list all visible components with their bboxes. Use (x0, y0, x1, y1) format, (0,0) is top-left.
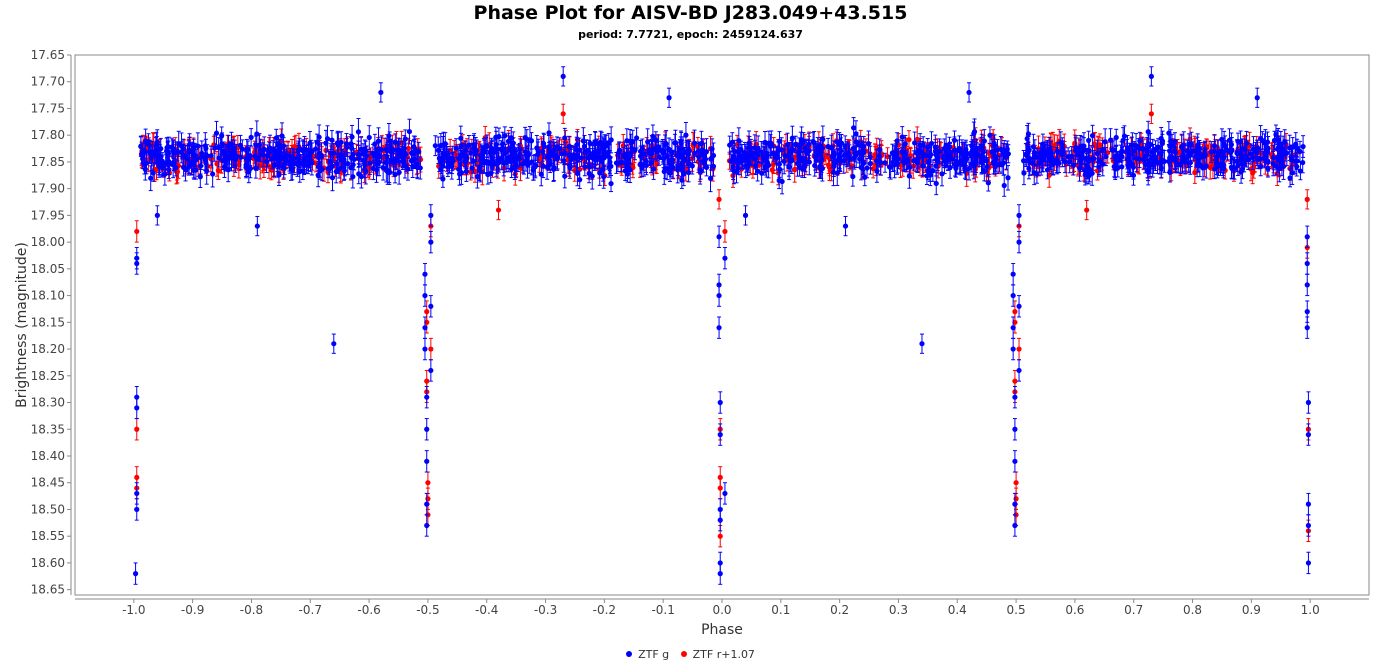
x-tick-label: 0.6 (1065, 603, 1084, 617)
data-point-s0-base (538, 162, 544, 187)
data-point-s0-base (882, 152, 888, 173)
x-tick-label: -0.7 (299, 603, 322, 617)
data-point-s1-outlier (716, 189, 722, 210)
data-point-s0-base (1089, 124, 1096, 147)
data-point-s0-base (143, 128, 149, 154)
x-tick-label: -1.0 (122, 603, 145, 617)
x-tick-label: -0.6 (357, 603, 380, 617)
y-tick-label: 18.15 (31, 315, 65, 329)
x-axis-label: Phase (701, 622, 743, 638)
y-tick-label: 18.30 (31, 396, 65, 410)
data-point-s1-outlier (1304, 189, 1310, 210)
legend-marker-ztf-g (626, 651, 633, 657)
x-tick-label: 0.7 (1124, 603, 1143, 617)
x-tick-label: 0.2 (830, 603, 849, 617)
data-point-s1-outlier (1084, 199, 1090, 221)
data-point-s1-eclipse (134, 220, 140, 243)
y-tick-label: 18.00 (31, 235, 65, 249)
x-tick-label: 0.8 (1183, 603, 1202, 617)
legend-label-ztf-r: ZTF r+1.07 (693, 648, 755, 661)
y-tick-label: 18.55 (31, 529, 65, 543)
data-point-s1-outlier (1148, 103, 1154, 124)
data-point-s1-base (215, 161, 221, 181)
legend-label-ztf-g: ZTF g (638, 648, 669, 661)
y-tick-label: 18.35 (31, 422, 65, 436)
data-point-s0-base (396, 160, 402, 185)
y-tick-label: 18.45 (31, 476, 65, 490)
y-tick-label: 18.60 (31, 556, 65, 570)
chart-title: Phase Plot for AISV-BD J283.049+43.515 (0, 2, 1381, 24)
x-tick-label: 0.3 (889, 603, 908, 617)
data-point-s0-base (1161, 149, 1168, 173)
legend-item-ztf-g: ZTF g (626, 648, 669, 661)
y-tick-label: 18.50 (31, 502, 65, 516)
y-tick-label: 18.25 (31, 369, 65, 383)
data-point-s0-base (985, 174, 991, 192)
y-axis-label: Brightness (magnitude) (14, 242, 30, 408)
x-tick-label: 1.0 (1301, 603, 1320, 617)
data-point-s1-outlier (560, 103, 566, 124)
legend-marker-ztf-r (680, 651, 687, 657)
legend-item-ztf-r: ZTF r+1.07 (680, 648, 755, 661)
data-point-s0-base (406, 118, 413, 145)
x-tick-label: -0.2 (593, 603, 616, 617)
series-layer (132, 66, 1312, 585)
y-tick-label: 17.80 (31, 128, 65, 142)
y-tick-label: 18.10 (31, 289, 65, 303)
chart-subtitle: period: 7.7721, epoch: 2459124.637 (0, 28, 1381, 41)
data-point-s0-base (850, 166, 856, 187)
data-point-s0-base (562, 164, 568, 189)
y-tick-label: 17.75 (31, 101, 65, 115)
legend: ZTF g ZTF r+1.07 (0, 648, 1381, 661)
data-point-s0-base (148, 165, 154, 192)
y-tick-label: 17.70 (31, 75, 65, 89)
y-tick-label: 17.85 (31, 155, 65, 169)
data-point-s1-outlier (495, 199, 502, 221)
x-tick-label: 0.5 (1007, 603, 1026, 617)
y-tick-label: 18.40 (31, 449, 65, 463)
x-tick-label: -0.4 (475, 603, 498, 617)
x-tick-label: 0.1 (771, 603, 790, 617)
x-tick-label: 0.9 (1242, 603, 1261, 617)
y-tick-label: 17.95 (31, 208, 65, 222)
data-point-s1-eclipse (722, 220, 728, 243)
y-tick-label: 17.65 (31, 48, 65, 62)
data-point-s0-base (689, 157, 695, 175)
data-point-s1-base (1097, 133, 1103, 157)
y-tick-label: 18.65 (31, 583, 65, 597)
x-tick-label: -0.1 (651, 603, 674, 617)
x-tick-label: 0.0 (712, 603, 731, 617)
y-tick-label: 18.05 (31, 262, 65, 276)
x-tick-label: -0.9 (181, 603, 204, 617)
x-tick-label: -0.3 (534, 603, 557, 617)
data-point-s0-base (366, 125, 372, 150)
x-tick-label: -0.5 (416, 603, 439, 617)
y-tick-label: 17.90 (31, 182, 65, 196)
data-point-s1-base (1207, 155, 1213, 180)
x-tick-label: 0.4 (948, 603, 967, 617)
data-point-s0-base (851, 117, 857, 139)
y-tick-label: 18.20 (31, 342, 65, 356)
x-tick-label: -0.8 (240, 603, 263, 617)
data-point-s0-base (380, 154, 386, 181)
